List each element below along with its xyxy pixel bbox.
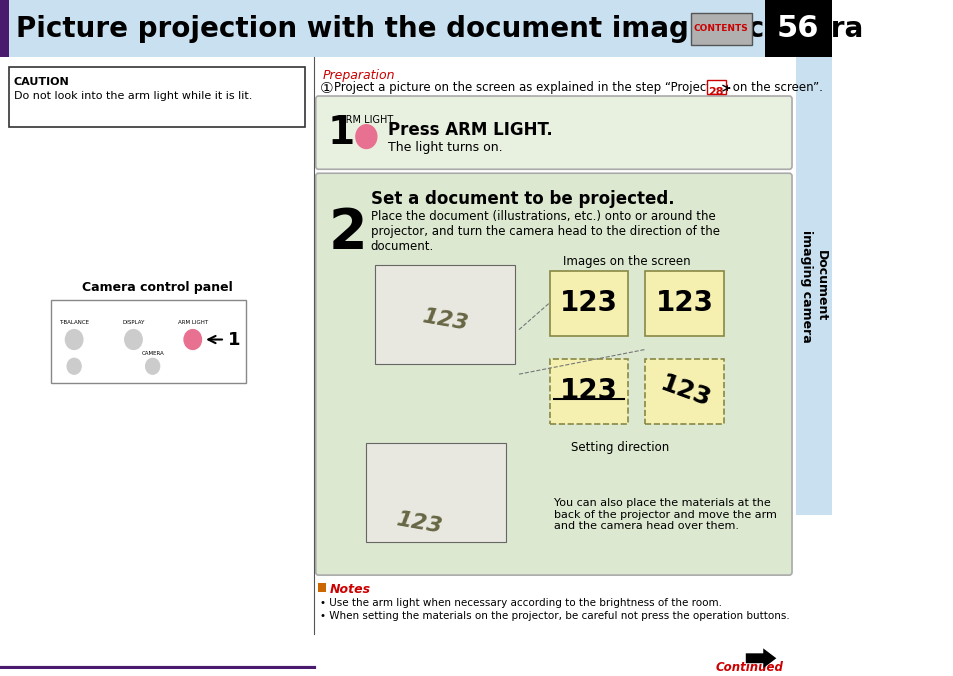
Text: Set a document to be projected.: Set a document to be projected. (371, 190, 674, 208)
Text: Preparation: Preparation (322, 70, 395, 82)
Text: • When setting the materials on the projector, be careful not press the operatio: • When setting the materials on the proj… (320, 610, 789, 621)
Text: Notes: Notes (330, 583, 371, 596)
Text: 123: 123 (559, 377, 618, 406)
Bar (706, 80, 725, 94)
Circle shape (184, 330, 201, 349)
Bar (9, 68, 305, 126)
Text: Camera control panel: Camera control panel (82, 281, 233, 293)
Text: You can also place the materials at the
back of the projector and move the arm
a: You can also place the materials at the … (554, 498, 776, 531)
Bar (549, 271, 627, 335)
Bar (0, 0, 9, 57)
FancyBboxPatch shape (315, 173, 791, 575)
Circle shape (125, 330, 142, 349)
Text: Continued: Continued (715, 661, 782, 674)
Text: DISPLAY: DISPLAY (122, 320, 145, 324)
Text: 1: 1 (208, 331, 240, 349)
Text: 123: 123 (559, 289, 618, 318)
Circle shape (66, 330, 83, 349)
Text: 123: 123 (419, 306, 469, 334)
Text: 28: 28 (708, 87, 723, 97)
Bar (318, 583, 326, 592)
Text: CONTENTS: CONTENTS (693, 24, 748, 33)
Text: Press ARM LIGHT.: Press ARM LIGHT. (388, 121, 553, 139)
Text: Document
imaging camera: Document imaging camera (799, 230, 827, 343)
Polygon shape (745, 648, 776, 668)
FancyBboxPatch shape (315, 96, 791, 169)
FancyBboxPatch shape (690, 13, 751, 45)
Text: ①: ① (320, 81, 334, 96)
Text: Images on the screen: Images on the screen (562, 256, 690, 268)
Bar (549, 360, 627, 424)
Bar (764, 0, 831, 57)
Bar (366, 443, 505, 542)
Text: CAUTION: CAUTION (14, 77, 70, 87)
Text: Picture projection with the document imaging camera: Picture projection with the document ima… (15, 15, 862, 43)
Text: Project a picture on the screen as explained in the step “Projection on the scre: Project a picture on the screen as expla… (334, 81, 822, 94)
Text: Place the document (illustrations, etc.) onto or around the
projector, and turn : Place the document (illustrations, etc.)… (371, 210, 719, 253)
Text: Do not look into the arm light while it is lit.: Do not look into the arm light while it … (14, 91, 252, 101)
Text: T-BALANCE: T-BALANCE (59, 320, 89, 324)
Bar (0, 57, 314, 669)
Bar (645, 360, 723, 424)
FancyBboxPatch shape (51, 300, 246, 383)
Bar (375, 265, 514, 364)
Text: 123: 123 (655, 289, 713, 318)
Text: Setting direction: Setting direction (571, 441, 669, 454)
Text: 1: 1 (327, 114, 354, 151)
Bar (795, 57, 831, 514)
Circle shape (67, 358, 81, 375)
Text: ARM LIGHT: ARM LIGHT (177, 320, 208, 324)
Text: 56: 56 (776, 14, 819, 43)
Text: 123: 123 (656, 371, 713, 412)
Circle shape (355, 125, 376, 149)
Bar (0, 0, 831, 57)
Circle shape (146, 358, 159, 375)
Text: CAMERA: CAMERA (141, 352, 164, 356)
Text: ARM LIGHT: ARM LIGHT (339, 115, 393, 125)
Text: 2: 2 (329, 206, 367, 260)
Bar (645, 271, 723, 335)
Text: • Use the arm light when necessary according to the brightness of the room.: • Use the arm light when necessary accor… (320, 598, 721, 608)
Text: The light turns on.: The light turns on. (388, 141, 502, 153)
Text: 123: 123 (394, 509, 443, 537)
